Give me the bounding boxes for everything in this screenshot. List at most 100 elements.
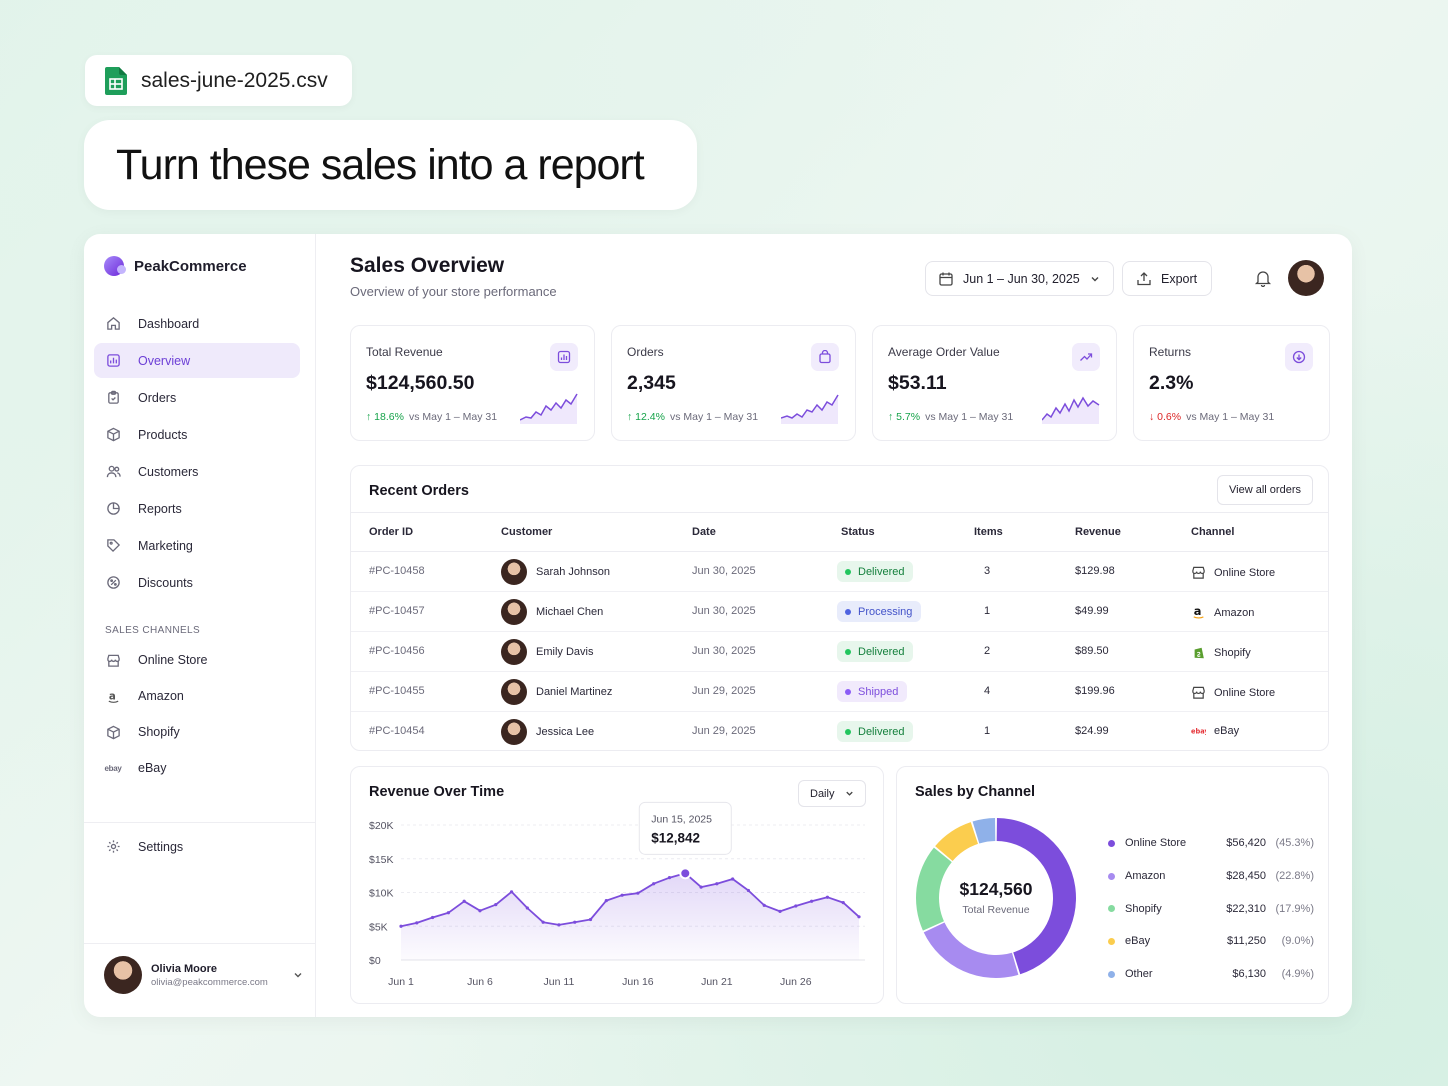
order-id[interactable]: #PC-10454 <box>369 725 425 737</box>
recent-orders-card: Recent Orders View all orders Order ID C… <box>350 465 1329 751</box>
order-id[interactable]: #PC-10456 <box>369 645 425 657</box>
column-header[interactable]: Customer <box>501 526 553 538</box>
sidebar-item-settings[interactable]: Settings <box>94 829 300 864</box>
column-header[interactable]: Items <box>974 526 1003 538</box>
date-range-picker[interactable]: Jun 1 – Jun 30, 2025 <box>925 261 1114 296</box>
table-row[interactable]: #PC-10454 Jessica Lee Jun 29, 2025 Delivere… <box>351 712 1328 750</box>
legend-swatch <box>1108 970 1115 978</box>
table-row[interactable]: #PC-10456 Emily Davis Jun 30, 2025 Delivere… <box>351 632 1328 672</box>
table-row[interactable]: #PC-10458 Sarah Johnson Jun 30, 2025 Delive… <box>351 552 1328 592</box>
data-point[interactable] <box>604 899 608 903</box>
export-button[interactable]: Export <box>1122 261 1212 296</box>
donut-slice-online-store[interactable] <box>996 818 1076 975</box>
highlight-point[interactable] <box>679 867 692 880</box>
data-point[interactable] <box>746 888 751 893</box>
data-point[interactable] <box>620 893 624 897</box>
data-point[interactable] <box>573 920 577 924</box>
data-point[interactable] <box>415 921 419 925</box>
revenue-line-chart[interactable]: $0 $5K $10K $15K $20K Jun 1 Jun 6 Jun 11 Jun 16 J… <box>351 767 885 1005</box>
sidebar-item-discounts[interactable]: Discounts <box>94 565 300 600</box>
settings-nav: Settings <box>94 829 300 866</box>
account-avatar[interactable] <box>1288 260 1324 296</box>
table-row[interactable]: #PC-10457 Michael Chen Jun 30, 2025 Process… <box>351 592 1328 632</box>
legend-item[interactable]: Shopify $22,310 (17.9%) <box>1108 892 1314 925</box>
data-point[interactable] <box>494 903 498 907</box>
data-point[interactable] <box>652 882 656 886</box>
legend-item[interactable]: Other $6,130 (4.9%) <box>1108 958 1314 991</box>
sidebar-item-ebay[interactable]: ebay eBay <box>94 751 300 785</box>
data-point[interactable] <box>557 923 561 927</box>
data-point[interactable] <box>667 876 672 880</box>
order-revenue: $199.96 <box>1075 685 1115 697</box>
granularity-select[interactable]: Daily <box>798 780 866 807</box>
donut-slice-shopify[interactable] <box>916 847 952 931</box>
data-point[interactable] <box>399 924 403 928</box>
donut-slice-other[interactable] <box>972 818 996 844</box>
data-point[interactable] <box>841 901 845 905</box>
donut-slice-amazon[interactable] <box>923 922 1019 978</box>
attached-file-chip[interactable]: sales-june-2025.csv <box>85 55 352 106</box>
data-point[interactable] <box>478 909 482 913</box>
legend-value: $11,250 <box>1227 935 1266 948</box>
shopify-icon <box>105 724 121 740</box>
revenue-chart-title: Revenue Over Time <box>369 784 505 800</box>
column-header[interactable]: Status <box>841 526 875 538</box>
kpi-label: Returns <box>1149 345 1192 359</box>
data-point[interactable] <box>825 895 830 899</box>
order-id[interactable]: #PC-10457 <box>369 605 425 617</box>
data-point[interactable] <box>731 877 735 881</box>
sidebar-item-overview[interactable]: Overview <box>94 343 300 378</box>
sidebar-item-orders[interactable]: Orders <box>94 380 300 415</box>
data-point[interactable] <box>509 890 514 894</box>
brand[interactable]: PeakCommerce <box>104 256 247 276</box>
sidebar-item-label: Customers <box>138 464 199 479</box>
order-id[interactable]: #PC-10458 <box>369 565 425 577</box>
order-channel: a Amazon <box>1191 605 1254 620</box>
legend-item[interactable]: eBay $11,250 (9.0%) <box>1108 925 1314 958</box>
data-point[interactable] <box>810 899 814 903</box>
view-all-orders-button[interactable]: View all orders <box>1217 475 1313 505</box>
sidebar-item-shopify[interactable]: Shopify <box>94 715 300 749</box>
column-header[interactable]: Order ID <box>369 526 414 538</box>
data-point[interactable] <box>541 920 545 924</box>
trend-icon <box>1072 343 1100 371</box>
data-point[interactable] <box>762 903 766 907</box>
order-revenue: $24.99 <box>1075 725 1109 737</box>
data-point[interactable] <box>857 915 861 919</box>
table-row[interactable]: #PC-10455 Daniel Martinez Jun 29, 2025 Ship… <box>351 672 1328 712</box>
chevron-down-icon[interactable] <box>292 969 304 981</box>
status-label: Delivered <box>858 725 905 738</box>
sidebar-item-label: Products <box>138 427 188 442</box>
data-point[interactable] <box>636 891 640 895</box>
data-point[interactable] <box>525 906 529 910</box>
sidebar-item-marketing[interactable]: Marketing <box>94 528 300 563</box>
order-revenue: $89.50 <box>1075 645 1109 657</box>
sidebar-item-dashboard[interactable]: Dashboard <box>94 306 300 341</box>
column-header[interactable]: Revenue <box>1075 526 1121 538</box>
data-point[interactable] <box>794 904 798 908</box>
data-point[interactable] <box>699 885 703 889</box>
data-point[interactable] <box>462 899 466 903</box>
column-header[interactable]: Channel <box>1191 526 1235 538</box>
channel-donut-chart[interactable] <box>897 767 1097 1005</box>
sidebar-item-amazon[interactable]: a Amazon <box>94 679 300 713</box>
bell-icon[interactable] <box>1254 269 1272 287</box>
kpi-delta: ↓ 0.6% vs May 1 – May 31 <box>1149 411 1274 423</box>
legend-item[interactable]: Amazon $28,450 (22.8%) <box>1108 860 1314 893</box>
sidebar-item-online-store[interactable]: Online Store <box>94 643 300 677</box>
data-point[interactable] <box>715 882 719 886</box>
sidebar-item-products[interactable]: Products <box>94 417 300 452</box>
donut-slice-ebay[interactable] <box>935 822 979 862</box>
user-profile[interactable]: Olivia Moore olivia@peakcommerce.com <box>104 956 304 994</box>
order-id[interactable]: #PC-10455 <box>369 685 425 697</box>
order-revenue: $49.99 <box>1075 605 1109 617</box>
sidebar-item-reports[interactable]: Reports <box>94 491 300 526</box>
data-point[interactable] <box>588 917 593 922</box>
data-point[interactable] <box>430 915 435 920</box>
data-point[interactable] <box>446 911 450 915</box>
legend-item[interactable]: Online Store $56,420 (45.3%) <box>1108 827 1314 860</box>
column-header[interactable]: Date <box>692 526 716 538</box>
sidebar-item-customers[interactable]: Customers <box>94 454 300 489</box>
order-channel: ebay eBay <box>1191 725 1239 737</box>
data-point[interactable] <box>778 909 782 913</box>
